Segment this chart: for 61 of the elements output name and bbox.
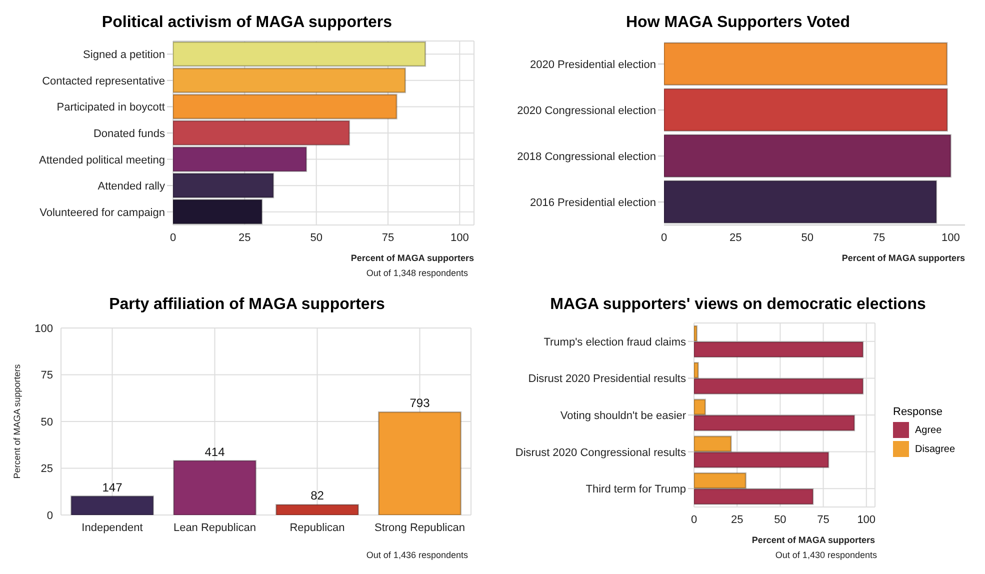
y-tick-label: Disrust 2020 Congressional results	[515, 446, 686, 459]
chart-title: MAGA supporters' views on democratic elections	[549, 296, 927, 314]
bar	[173, 460, 256, 515]
y-tick-label: 100	[34, 322, 53, 335]
x-tick-label: 75	[382, 232, 394, 244]
y-tick-label: 2016 Presidential election	[530, 197, 656, 209]
text: Out of 1,348 respondents	[365, 268, 469, 278]
x-tick-label: 25	[238, 232, 251, 244]
x-tick-label: 50	[774, 514, 786, 526]
y-tick-label: 2018 Congressional election	[517, 151, 656, 163]
y-tick-label: Volunteered for campaign	[40, 206, 165, 219]
annotation: 147	[102, 480, 123, 494]
x-tick-label: 50	[310, 232, 322, 244]
y-tick-label: 25	[40, 463, 53, 476]
x-tick-label: 75	[872, 232, 886, 244]
x-tick-label: Lean Republican	[173, 522, 256, 534]
x-tick-label: 50	[801, 232, 814, 244]
y-tick-label: 2020 Presidential election	[530, 59, 656, 71]
x-tick-label: 0	[660, 232, 668, 244]
y-tick-label: Attended rally	[98, 180, 166, 193]
x-tick-label: Independent	[82, 522, 143, 534]
y-tick-label: Donated funds	[93, 128, 166, 140]
y-axis-title: Percent of MAGA supporters	[12, 364, 22, 479]
y-tick-label: Disrust 2020 Presidential results	[528, 373, 686, 386]
chart-title: How MAGA Supporters Voted	[625, 14, 851, 32]
annotation: 793	[410, 396, 430, 410]
x-axis-title: Percent of MAGA supporters	[842, 253, 965, 263]
x-axis-title: Percent of MAGA supporters	[752, 535, 875, 545]
text: Out of 1,436 respondents	[365, 550, 469, 560]
bar	[70, 496, 154, 515]
y-tick-label: Participated in boycott	[56, 102, 165, 114]
y-tick-label: Voting shouldn't be easier	[560, 410, 686, 422]
y-tick-label: 2020 Congressional election	[517, 105, 656, 117]
legend-title: Response	[893, 406, 944, 418]
x-tick-label: Republican	[290, 522, 345, 534]
y-tick-label: Trump's election fraud claims	[544, 336, 686, 348]
y-tick-label: Attended political meeting	[39, 154, 165, 166]
chart-title: Party affiliation of MAGA supporters	[108, 296, 386, 314]
y-tick-label: Contacted representative	[42, 75, 165, 88]
annotation: 414	[204, 444, 226, 459]
x-tick-label: Strong Republican	[374, 522, 466, 534]
x-tick-label: 75	[817, 514, 830, 526]
y-tick-label: Third term for Trump	[586, 484, 686, 496]
x-tick-label: 25	[730, 514, 744, 526]
x-axis-title: Percent of MAGA supporters	[350, 253, 474, 263]
text: Out of 1,430 respondents	[774, 550, 878, 560]
x-tick-label: 25	[730, 232, 742, 244]
x-tick-label: 0	[690, 514, 698, 526]
y-tick-label: Signed a petition	[83, 49, 165, 62]
y-tick-label: 50	[40, 416, 53, 428]
y-tick-label: 75	[40, 370, 53, 382]
legend-label: Disagree	[915, 444, 956, 454]
legend-label: Agree	[915, 424, 942, 436]
x-tick-label: 100	[857, 514, 876, 526]
x-tick-label: 100	[450, 232, 469, 244]
x-tick-label: 0	[170, 232, 176, 244]
annotation: 82	[310, 488, 324, 503]
chart-title: Political activism of MAGA supporters	[100, 14, 394, 32]
x-tick-label: 100	[941, 232, 960, 244]
bar	[378, 411, 462, 515]
bar	[276, 504, 359, 515]
